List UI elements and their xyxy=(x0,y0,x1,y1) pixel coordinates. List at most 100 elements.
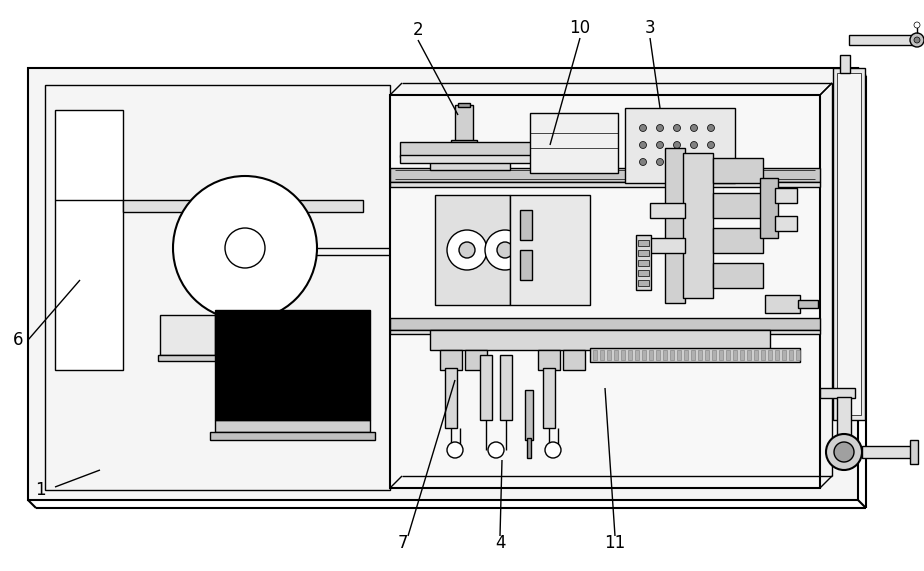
Bar xyxy=(726,350,730,360)
Bar xyxy=(733,350,737,360)
Bar xyxy=(650,203,685,218)
Text: 7: 7 xyxy=(397,534,408,552)
Bar xyxy=(713,263,763,288)
Bar xyxy=(563,350,585,370)
Bar xyxy=(210,432,375,440)
Circle shape xyxy=(639,142,647,148)
Circle shape xyxy=(674,142,680,148)
Bar xyxy=(530,113,618,173)
Bar xyxy=(160,315,215,355)
Bar xyxy=(761,350,765,360)
Bar xyxy=(698,350,702,360)
Bar xyxy=(849,35,917,45)
Circle shape xyxy=(447,230,487,270)
Bar xyxy=(525,390,533,440)
Bar xyxy=(543,368,555,428)
Text: 1: 1 xyxy=(35,481,45,499)
Bar xyxy=(765,295,800,313)
Circle shape xyxy=(225,228,265,268)
Bar xyxy=(768,350,772,360)
Circle shape xyxy=(459,242,475,258)
Bar xyxy=(840,55,850,73)
Bar xyxy=(642,350,646,360)
Bar xyxy=(593,350,597,360)
Bar xyxy=(712,350,716,360)
Bar xyxy=(649,350,653,360)
Bar xyxy=(677,350,681,360)
Text: 3: 3 xyxy=(645,19,655,37)
Bar xyxy=(538,350,560,370)
Bar xyxy=(440,350,462,370)
Bar xyxy=(635,350,639,360)
Circle shape xyxy=(690,142,698,148)
Bar xyxy=(713,228,763,253)
Circle shape xyxy=(708,142,714,148)
Circle shape xyxy=(447,442,463,458)
Bar xyxy=(833,68,865,420)
Text: 11: 11 xyxy=(604,534,626,552)
Circle shape xyxy=(914,22,920,28)
Bar xyxy=(600,350,604,360)
Bar xyxy=(775,216,797,231)
Bar xyxy=(798,300,818,308)
Bar xyxy=(719,350,723,360)
Bar xyxy=(683,153,713,298)
Bar xyxy=(455,148,473,160)
Bar xyxy=(510,195,590,305)
Bar xyxy=(789,350,793,360)
Bar xyxy=(862,446,912,458)
Circle shape xyxy=(708,124,714,131)
Bar xyxy=(625,108,735,183)
Bar xyxy=(430,155,510,170)
Circle shape xyxy=(639,124,647,131)
Circle shape xyxy=(497,242,513,258)
Circle shape xyxy=(834,442,854,462)
Bar xyxy=(638,240,649,246)
Bar xyxy=(760,178,778,238)
Bar xyxy=(754,350,758,360)
Bar xyxy=(910,440,918,464)
Bar xyxy=(670,350,674,360)
Bar xyxy=(500,355,512,420)
Circle shape xyxy=(826,434,862,470)
Bar xyxy=(837,73,861,415)
Bar xyxy=(390,168,820,182)
Circle shape xyxy=(690,159,698,166)
Bar xyxy=(430,330,770,350)
Bar xyxy=(465,350,487,370)
Bar xyxy=(390,182,820,187)
Bar xyxy=(747,350,751,360)
Circle shape xyxy=(674,124,680,131)
Bar xyxy=(480,355,492,420)
Circle shape xyxy=(488,442,504,458)
Bar xyxy=(796,350,800,360)
Bar xyxy=(451,140,477,148)
Bar xyxy=(638,250,649,256)
Bar xyxy=(458,103,470,107)
Bar xyxy=(520,250,532,280)
Bar xyxy=(691,350,695,360)
Circle shape xyxy=(656,159,663,166)
Bar xyxy=(782,350,786,360)
Bar xyxy=(656,350,660,360)
Bar xyxy=(621,350,625,360)
Bar xyxy=(636,235,651,290)
Bar xyxy=(638,260,649,266)
Bar xyxy=(158,355,217,361)
Bar xyxy=(390,95,820,488)
Bar xyxy=(215,420,370,432)
Bar xyxy=(28,68,858,500)
Bar xyxy=(713,158,763,183)
Bar xyxy=(705,350,709,360)
Bar xyxy=(390,318,820,330)
Circle shape xyxy=(674,159,680,166)
Bar xyxy=(520,210,532,240)
Bar xyxy=(45,85,390,490)
Bar xyxy=(628,350,632,360)
Bar xyxy=(663,350,667,360)
Bar xyxy=(684,350,688,360)
Bar xyxy=(638,270,649,276)
Circle shape xyxy=(656,124,663,131)
Bar xyxy=(400,155,615,163)
Bar xyxy=(638,280,649,286)
